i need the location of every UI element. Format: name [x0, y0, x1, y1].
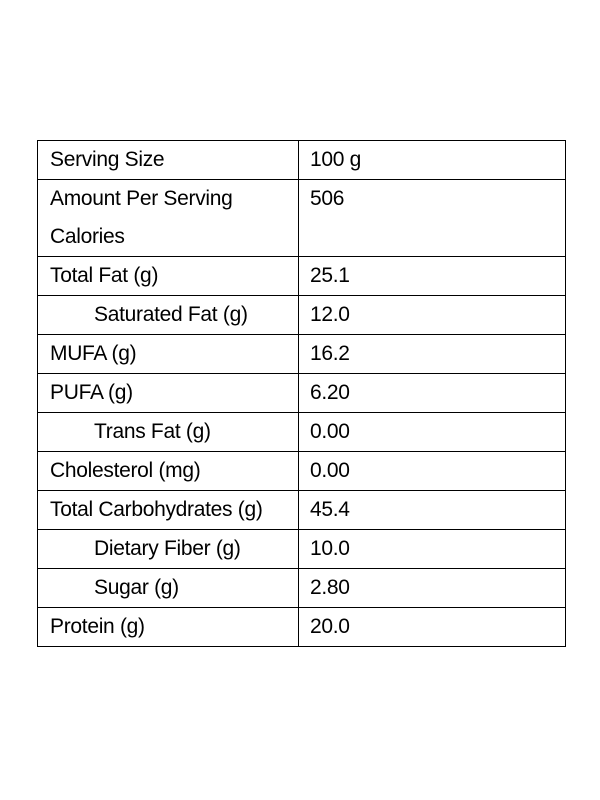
table-row-protein: Protein (g) 20.0	[37, 607, 566, 647]
table-row-cholesterol: Cholesterol (mg) 0.00	[37, 451, 566, 491]
row-label: Trans Fat (g)	[37, 412, 299, 452]
row-label: Total Carbohydrates (g)	[37, 490, 299, 530]
table-row-dietary-fiber: Dietary Fiber (g) 10.0	[37, 529, 566, 569]
row-value: 100 g	[298, 140, 566, 180]
row-value: 10.0	[298, 529, 566, 569]
table-row-total-carbohydrates: Total Carbohydrates (g) 45.4	[37, 490, 566, 530]
row-label: Dietary Fiber (g)	[37, 529, 299, 569]
row-label: Protein (g)	[37, 607, 299, 647]
table-row-calories: Amount Per Serving Calories 506	[37, 179, 566, 257]
row-value: 45.4	[298, 490, 566, 530]
row-label: Amount Per Serving Calories	[37, 179, 299, 257]
table-row-mufa: MUFA (g) 16.2	[37, 334, 566, 374]
row-value: 6.20	[298, 373, 566, 413]
row-label: PUFA (g)	[37, 373, 299, 413]
row-value: 25.1	[298, 256, 566, 296]
row-value: 0.00	[298, 412, 566, 452]
row-label: Saturated Fat (g)	[37, 295, 299, 335]
row-label-line: Calories	[50, 225, 125, 248]
table-row-total-fat: Total Fat (g) 25.1	[37, 256, 566, 296]
row-value: 0.00	[298, 451, 566, 491]
table-row-pufa: PUFA (g) 6.20	[37, 373, 566, 413]
row-value: 506	[298, 179, 566, 257]
row-value: 20.0	[298, 607, 566, 647]
nutrition-facts-table: Serving Size 100 g Amount Per Serving Ca…	[37, 140, 566, 647]
row-label: MUFA (g)	[37, 334, 299, 374]
row-label-line: Amount Per Serving	[50, 187, 233, 210]
row-value: 12.0	[298, 295, 566, 335]
row-label: Serving Size	[37, 140, 299, 180]
table-row-trans-fat: Trans Fat (g) 0.00	[37, 412, 566, 452]
table-row-serving-size: Serving Size 100 g	[37, 140, 566, 180]
row-label: Cholesterol (mg)	[37, 451, 299, 491]
row-label: Sugar (g)	[37, 568, 299, 608]
row-value: 2.80	[298, 568, 566, 608]
table-row-sugar: Sugar (g) 2.80	[37, 568, 566, 608]
row-value: 16.2	[298, 334, 566, 374]
table-row-saturated-fat: Saturated Fat (g) 12.0	[37, 295, 566, 335]
row-label: Total Fat (g)	[37, 256, 299, 296]
